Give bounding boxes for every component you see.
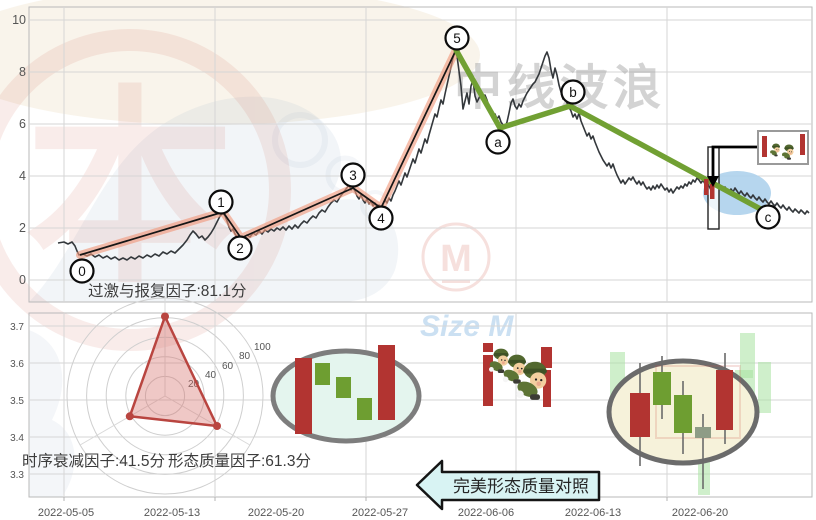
soldiers-cartoon-group [483, 343, 552, 407]
comparison-callout-arrow[interactable]: 完美形态质量对照 [415, 459, 601, 511]
radar-vertex [125, 412, 134, 421]
ghost-candle [735, 370, 753, 378]
svg-text:b: b [569, 85, 577, 100]
wave-label-b[interactable]: b [560, 79, 586, 105]
radar-chart: 20 40 60 80 100 [66, 297, 271, 495]
seal-character: 本 [25, 72, 235, 307]
radar-tick: 60 [222, 361, 234, 372]
wave-label-1[interactable]: 1 [208, 189, 234, 215]
top-panel-border [28, 6, 813, 303]
decay-factor-text: 时序衰减因子:41.5分 [22, 452, 165, 470]
wave-foam-swirl [272, 112, 328, 168]
left-arrow-icon [415, 459, 601, 511]
impulse-wave-line [79, 49, 457, 256]
x-tick-date: 2022-05-27 [352, 507, 408, 519]
x-tick-date: 2022-05-13 [144, 507, 200, 519]
sky-tint [0, 0, 480, 125]
radar-tick: 20 [188, 379, 200, 390]
signal-candle-mark [704, 179, 709, 195]
y-tick: 8 [19, 65, 26, 79]
wave-label-4[interactable]: 4 [368, 205, 394, 231]
quality-factor-text: 形态质量因子:61.3分 [168, 452, 311, 470]
y-tick: 3.5 [10, 396, 24, 407]
bottom-panel: 3.7 3.6 3.5 3.4 3.3 20 40 60 80 100 [10, 297, 813, 498]
radar-tick: 40 [205, 370, 217, 381]
ghost-candle [698, 455, 710, 495]
x-tick-date: 2022-06-20 [672, 507, 728, 519]
radar-tick: 80 [239, 351, 251, 362]
radar-vertex [213, 422, 221, 430]
ghost-candle [758, 362, 771, 413]
wave-label-3[interactable]: 3 [340, 162, 366, 188]
x-tick-date: 2022-06-06 [458, 507, 514, 519]
m-logo-letter: M [440, 238, 472, 280]
y-tick: 3.4 [10, 433, 24, 444]
correction-wave-line [453, 47, 769, 215]
y-tick: 0 [19, 273, 26, 287]
x-tick-date: 2022-05-05 [38, 507, 94, 519]
svg-text:3: 3 [349, 168, 357, 183]
wave-label-c[interactable]: c [755, 204, 781, 230]
wave-label-2[interactable]: 2 [227, 235, 253, 261]
pattern-callout-connector [707, 145, 758, 187]
y-tick: 4 [19, 169, 26, 183]
y-tick: 3.6 [10, 359, 24, 370]
red-seal-watermark: 本 [0, 29, 291, 351]
wave-watermark-lower [29, 330, 75, 497]
wave-label-5[interactable]: 5 [444, 25, 470, 51]
svg-text:c: c [765, 210, 772, 225]
x-tick-date: 2022-05-20 [248, 507, 304, 519]
top-price-panel: 10 8 6 4 2 0 中线波浪 0 [12, 6, 813, 303]
svg-text:0: 0 [78, 264, 86, 279]
pattern-icon-comparison [606, 333, 771, 495]
background-artwork: 本 M Size M [0, 0, 514, 497]
wave-label-0[interactable]: 0 [69, 258, 95, 284]
y-tick: 6 [19, 117, 26, 131]
signal-candle-mark [710, 184, 715, 199]
wave-label-a[interactable]: a [485, 129, 511, 155]
svg-text:a: a [494, 135, 502, 150]
svg-text:5: 5 [453, 31, 461, 46]
x-axis: 2022-05-05 2022-05-13 2022-05-20 2022-05… [38, 497, 728, 519]
y-tick: 3.3 [10, 470, 24, 481]
comparison-callout-label: 完美形态质量对照 [453, 477, 589, 496]
y-tick: 2 [19, 221, 26, 235]
svg-text:4: 4 [377, 211, 385, 226]
pattern-icon-downtrend [270, 345, 422, 444]
bottom-panel-border [28, 312, 813, 498]
pattern-thumbnail-box[interactable] [757, 130, 809, 165]
y-tick: 10 [12, 13, 26, 27]
svg-text:2: 2 [236, 241, 244, 256]
m-logo-watermark: M [421, 222, 491, 292]
radar-tick: 100 [254, 342, 271, 353]
y-tick: 3.7 [10, 322, 24, 333]
down-arrow-icon [707, 176, 719, 187]
radar-factor-polygon [128, 315, 219, 428]
x-tick-date: 2022-06-13 [565, 507, 621, 519]
svg-text:1: 1 [217, 195, 225, 210]
overreaction-factor-text: 过激与报复因子:81.1分 [88, 282, 246, 300]
radar-vertex [161, 312, 169, 321]
